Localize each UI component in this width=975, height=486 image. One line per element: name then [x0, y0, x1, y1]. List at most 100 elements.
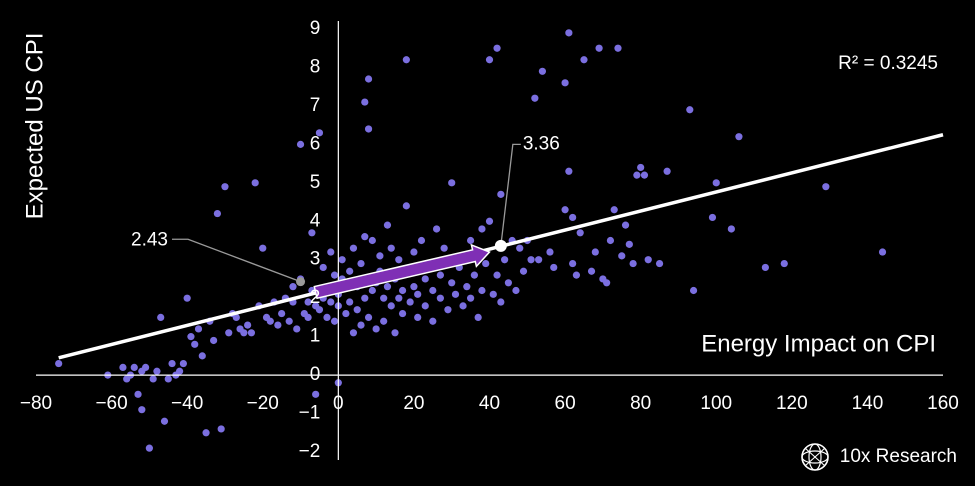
data-point: [504, 279, 512, 287]
data-point: [550, 263, 558, 272]
data-point: [565, 167, 573, 175]
data-point: [364, 75, 373, 83]
data-point: [822, 183, 830, 191]
data-point: [244, 321, 252, 329]
data-point: [406, 298, 414, 306]
data-point: [304, 298, 312, 306]
data-point: [289, 283, 297, 291]
x-tick-label: 100: [700, 393, 732, 414]
data-point: [130, 363, 138, 371]
data-point: [478, 286, 486, 295]
data-point: [735, 133, 743, 141]
ticks-layer: −80 −60 −40 −20 0 20 40 60 80 100 120 140 160 −2 −1 0 1 2…: [20, 18, 959, 462]
data-point: [474, 313, 482, 322]
data-point: [606, 236, 615, 245]
data-point: [410, 248, 418, 256]
data-point: [315, 306, 324, 314]
data-point: [689, 286, 698, 295]
data-point: [501, 256, 509, 264]
data-point: [141, 363, 150, 371]
y-tick-label: 2: [310, 287, 321, 308]
data-point: [145, 444, 153, 452]
data-point: [436, 271, 444, 279]
data-point: [603, 279, 611, 287]
data-point: [448, 279, 456, 287]
data-point: [342, 309, 350, 318]
data-point: [164, 375, 172, 383]
data-point: [629, 259, 637, 268]
data-point: [546, 248, 554, 256]
data-point: [353, 306, 361, 314]
data-point: [285, 317, 293, 325]
data-point: [663, 167, 671, 175]
x-tick-label: −20: [247, 393, 279, 414]
data-point: [569, 259, 577, 268]
data-point: [708, 213, 717, 222]
data-point: [191, 340, 199, 348]
y-tick-label: 8: [310, 56, 321, 77]
data-point: [448, 179, 456, 187]
brand: 10x Research: [800, 442, 957, 472]
data-point: [232, 313, 240, 322]
points-layer: [55, 29, 887, 452]
data-point: [512, 286, 520, 295]
callout-marker-right: [494, 239, 507, 252]
data-point: [644, 256, 652, 264]
data-point: [221, 183, 229, 191]
x-tick-label: 80: [630, 393, 651, 414]
r-squared-label: R² = 0.3245: [838, 53, 938, 74]
callout-leader-right: [500, 143, 521, 246]
data-point: [179, 359, 187, 368]
data-point: [633, 171, 641, 179]
data-point: [727, 225, 735, 233]
data-point: [357, 259, 365, 268]
data-point: [240, 329, 248, 337]
data-point: [565, 29, 573, 37]
data-point: [712, 179, 720, 187]
data-point: [213, 209, 221, 218]
y-tick-label: 4: [310, 210, 321, 231]
data-point: [414, 290, 422, 298]
data-point: [482, 259, 490, 268]
data-point: [429, 286, 437, 295]
y-tick-label: 9: [310, 18, 321, 39]
arrow-layer: [313, 243, 491, 300]
data-point: [274, 321, 282, 329]
data-point: [440, 244, 448, 252]
data-point: [538, 67, 547, 75]
data-point: [595, 44, 603, 52]
y-tick-label: −1: [299, 403, 321, 424]
callout-marker-left: [296, 277, 306, 287]
data-point: [380, 294, 388, 302]
data-point: [637, 163, 645, 172]
data-point: [761, 263, 769, 272]
data-point: [202, 429, 210, 437]
data-point: [338, 256, 346, 264]
y-tick-label: 6: [310, 133, 321, 154]
data-point: [493, 271, 501, 279]
data-point: [780, 259, 788, 268]
callout-label-left: 2.43: [131, 229, 168, 250]
data-point: [398, 309, 407, 318]
data-point: [364, 125, 373, 133]
data-point: [380, 317, 388, 325]
data-point: [251, 179, 259, 187]
data-point: [225, 329, 233, 337]
data-point: [312, 390, 320, 398]
data-point: [357, 321, 365, 329]
data-point: [119, 363, 127, 371]
data-point: [368, 286, 376, 295]
data-point: [157, 313, 165, 322]
data-point: [572, 271, 581, 279]
data-point: [387, 244, 395, 252]
data-point: [410, 283, 418, 291]
data-point: [383, 221, 392, 229]
change-arrow: [313, 243, 491, 300]
x-tick-label: 140: [852, 393, 884, 414]
y-tick-label: −2: [299, 441, 321, 462]
data-point: [485, 217, 494, 225]
data-point: [610, 206, 618, 214]
y-tick-label: 7: [310, 95, 321, 116]
callout-layer: 2.43 3.36: [131, 133, 560, 287]
data-point: [489, 290, 497, 298]
